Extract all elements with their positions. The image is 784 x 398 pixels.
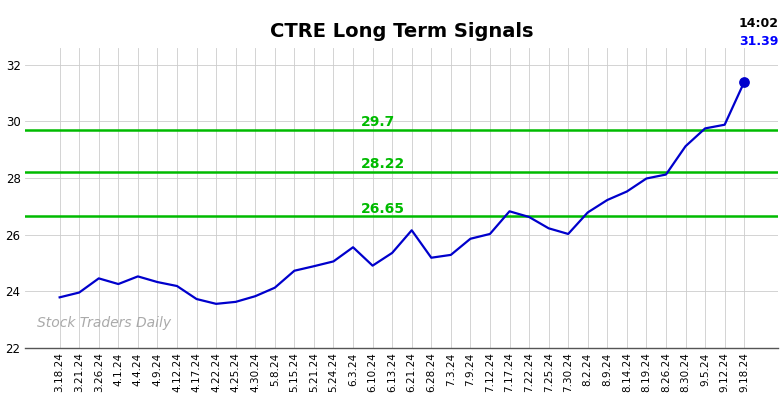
Text: 28.22: 28.22 (361, 157, 405, 171)
Text: 31.39: 31.39 (739, 35, 779, 48)
Text: 14:02: 14:02 (739, 17, 779, 30)
Text: 29.7: 29.7 (361, 115, 395, 129)
Point (738, 79, 750, 85)
Text: Stock Traders Daily: Stock Traders Daily (37, 316, 171, 330)
Text: 26.65: 26.65 (361, 202, 405, 216)
Title: CTRE Long Term Signals: CTRE Long Term Signals (270, 21, 534, 41)
